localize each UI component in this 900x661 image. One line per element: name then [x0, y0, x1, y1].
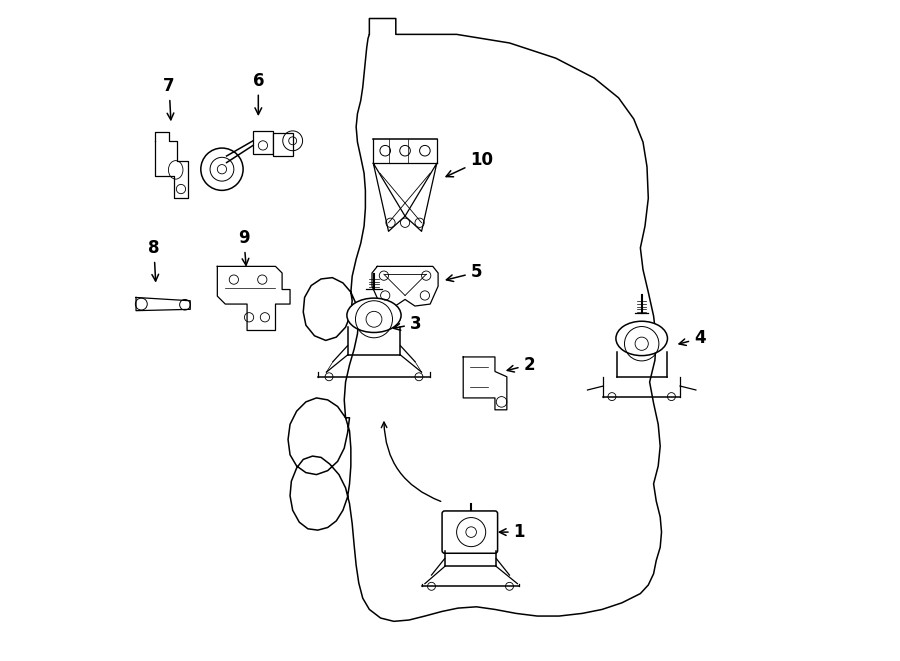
Bar	[273, 133, 292, 156]
Polygon shape	[155, 132, 187, 198]
Polygon shape	[464, 357, 507, 410]
Text: 4: 4	[680, 329, 706, 348]
Text: 2: 2	[508, 356, 536, 374]
Ellipse shape	[346, 298, 401, 332]
FancyArrowPatch shape	[382, 422, 441, 502]
Text: 3: 3	[393, 315, 421, 333]
Text: 6: 6	[253, 71, 264, 114]
Text: 10: 10	[446, 151, 493, 176]
Polygon shape	[136, 297, 190, 311]
Bar	[253, 131, 273, 154]
Ellipse shape	[616, 321, 668, 356]
FancyBboxPatch shape	[442, 511, 498, 553]
Polygon shape	[217, 266, 290, 330]
Text: 9: 9	[238, 229, 249, 265]
Text: 8: 8	[148, 239, 159, 281]
Polygon shape	[372, 266, 438, 306]
Text: 7: 7	[163, 77, 175, 120]
Text: 5: 5	[446, 263, 482, 282]
Text: 1: 1	[500, 523, 526, 541]
